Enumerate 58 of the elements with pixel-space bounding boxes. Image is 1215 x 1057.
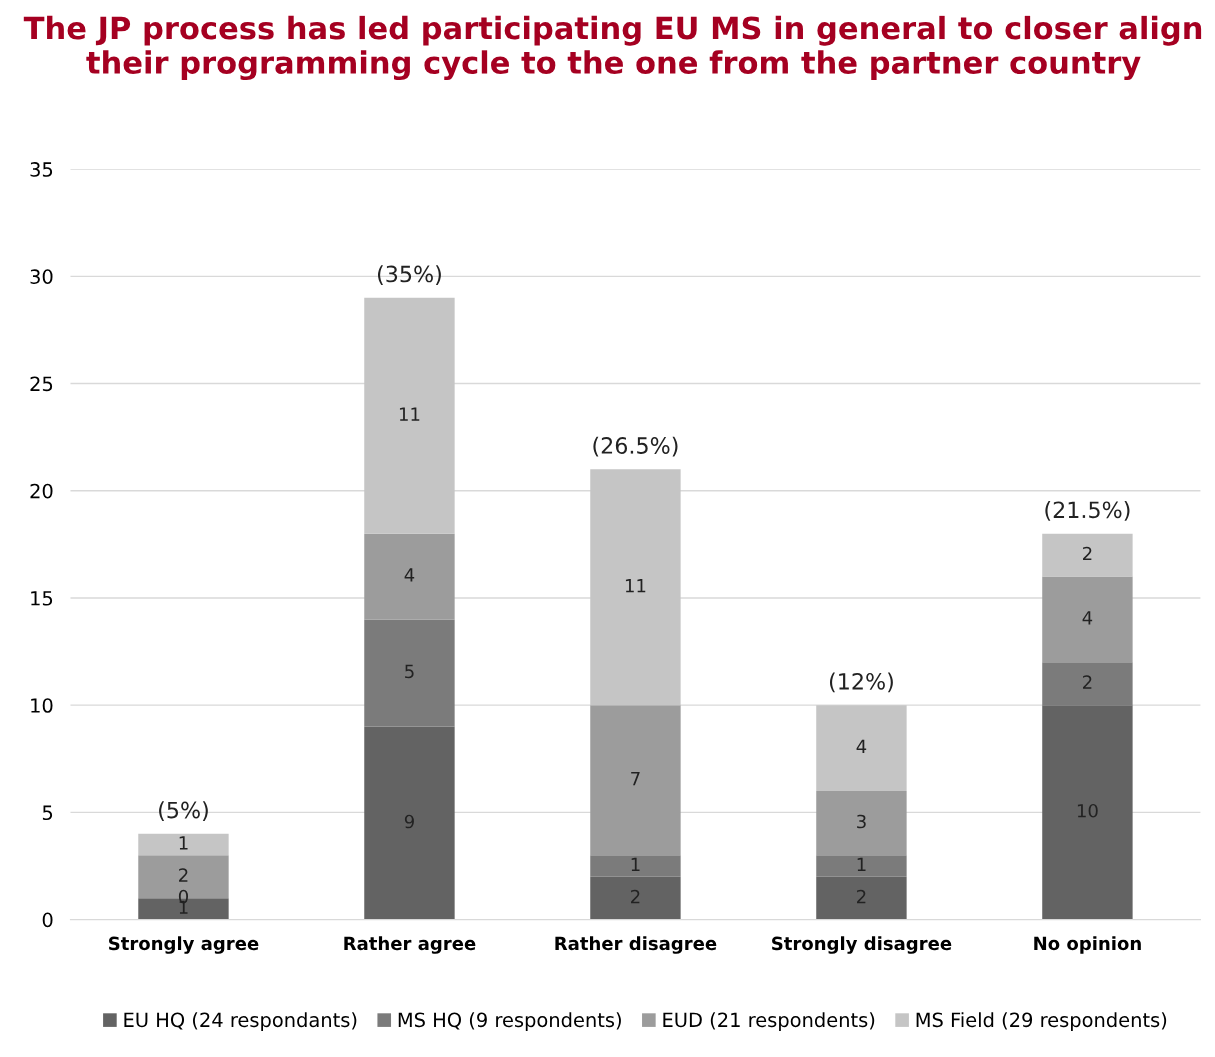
- x-tick-label: Strongly disagree: [772, 936, 952, 954]
- data-label: 3: [857, 814, 866, 829]
- bar: [816, 790, 907, 856]
- annotation: (5%): [159, 801, 208, 822]
- bar: [590, 705, 681, 856]
- bar: [364, 726, 455, 920]
- bar: [816, 855, 907, 877]
- data-label: 1: [631, 857, 640, 871]
- y-tick-label: 30: [30, 269, 53, 284]
- x-tick-label: Rather agree: [344, 936, 476, 954]
- data-label: 11: [399, 407, 420, 421]
- data-label: 1: [179, 836, 188, 850]
- data-label: 2: [179, 868, 188, 882]
- bar: [364, 297, 455, 534]
- x-tick-label: Strongly agree: [109, 936, 259, 954]
- data-label: 2: [631, 889, 640, 904]
- y-tick-label: 0: [42, 912, 53, 928]
- data-label: 1: [857, 857, 866, 871]
- bar: [590, 876, 681, 920]
- data-label: 10: [1077, 803, 1098, 818]
- bar: [138, 833, 229, 856]
- bar: [364, 533, 455, 620]
- annotation: (26.5%): [593, 436, 678, 457]
- bar: [1042, 705, 1133, 920]
- bar: [1042, 576, 1133, 663]
- y-tick-label: 15: [31, 591, 53, 606]
- bar: [364, 619, 455, 727]
- bar: [816, 705, 907, 791]
- data-label: 11: [625, 579, 646, 593]
- chart-title: The JP process has led participating EU MS in general to closer align their programming cycle to the one from the partner country: [23, 15, 1202, 81]
- annotation: (12%): [829, 672, 893, 693]
- data-label: 9: [404, 814, 414, 829]
- y-tick-label: 10: [31, 698, 53, 713]
- data-label: 2: [857, 889, 866, 904]
- data-label: 2: [1083, 675, 1092, 689]
- data-label: 4: [856, 739, 867, 754]
- y-tick-label: 5: [42, 805, 53, 821]
- data-label: 2: [1083, 546, 1092, 561]
- legend-label: MS HQ (9 respondents): [398, 1012, 621, 1031]
- bar: [590, 469, 681, 706]
- y-tick-label: 35: [30, 162, 53, 177]
- x-tick-label: No opinion: [1034, 936, 1141, 954]
- data-label: 7: [631, 772, 640, 786]
- legend-label: MS Field (29 respondents): [916, 1012, 1167, 1031]
- bar: [1042, 662, 1133, 706]
- data-label: 4: [1082, 611, 1093, 625]
- y-tick-label: 25: [30, 376, 53, 392]
- legend-label: EUD (21 respondents): [663, 1012, 875, 1031]
- annotation: (35%): [378, 265, 441, 285]
- x-tick-label: Rather disagree: [555, 936, 717, 954]
- annotation: (21.5%): [1045, 501, 1130, 521]
- y-tick-label: 20: [30, 483, 53, 499]
- bar: [590, 855, 681, 877]
- bar: [816, 876, 907, 920]
- data-label: 4: [404, 568, 415, 582]
- legend-label: EU HQ (24 respondants): [124, 1012, 357, 1031]
- bar: [1042, 533, 1133, 577]
- data-label: 5: [405, 664, 414, 679]
